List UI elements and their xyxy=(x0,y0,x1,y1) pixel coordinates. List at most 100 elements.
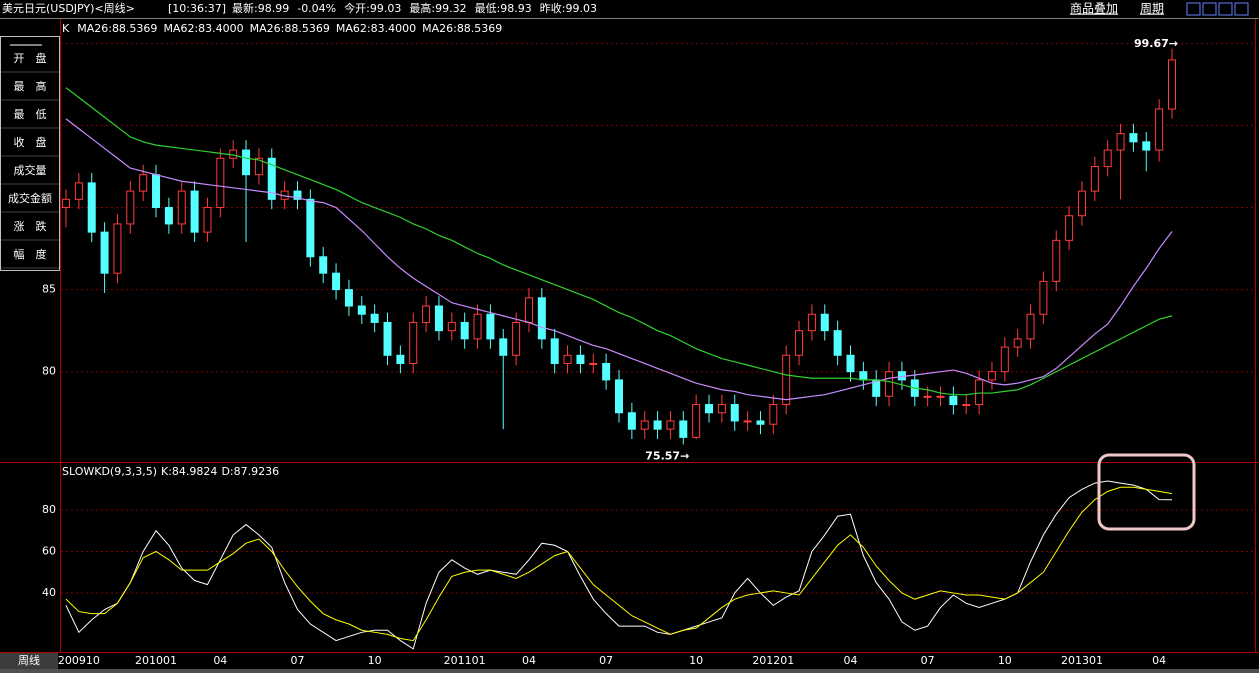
candle-body xyxy=(164,207,173,225)
candle-body xyxy=(203,207,212,233)
x-tick-label: 200910 xyxy=(58,654,100,667)
candle-body xyxy=(1052,239,1061,282)
candle-body xyxy=(833,330,842,356)
candle-body xyxy=(344,289,353,307)
candle-body xyxy=(216,157,225,209)
x-tick-label: 04 xyxy=(1152,654,1166,667)
panel-label: 收 盘 xyxy=(14,135,47,149)
candle-body xyxy=(1168,59,1176,110)
candle-body xyxy=(730,404,739,422)
quote-value: 99.03 xyxy=(370,2,402,15)
y-tick-label: 80 xyxy=(42,503,56,516)
candle-body xyxy=(756,420,765,425)
candle-body xyxy=(62,198,70,209)
candle-body xyxy=(936,395,945,398)
toolbar-link[interactable]: 周期 xyxy=(1140,2,1164,16)
candle-body xyxy=(293,190,302,200)
legend-entry: MA62:83.4000 xyxy=(163,22,243,35)
candle-body xyxy=(422,305,431,323)
candle-body xyxy=(499,338,508,356)
candle-body xyxy=(332,272,341,291)
candle-body xyxy=(524,297,533,323)
panel-label: 开 盘 xyxy=(14,51,47,65)
candle-body xyxy=(615,379,623,414)
indicator-line xyxy=(65,486,1173,642)
x-axis-label: 周线 xyxy=(18,653,40,667)
quote-value: -0.04% xyxy=(297,2,336,15)
candle-body xyxy=(987,371,996,381)
chart-title: K xyxy=(62,22,70,35)
x-tick-label: 04 xyxy=(522,654,536,667)
x-tick-label: 201301 xyxy=(1061,654,1103,667)
candle-body xyxy=(1155,108,1164,151)
panel-label: 成交量 xyxy=(14,163,47,177)
quote-label: 最高: xyxy=(409,1,435,15)
x-tick-label: 201101 xyxy=(444,654,486,667)
candle-body xyxy=(190,190,199,233)
x-tick-label: 10 xyxy=(998,654,1012,667)
panel-label: 涨 跌 xyxy=(14,219,47,233)
x-tick-label: 04 xyxy=(843,654,857,667)
button[interactable] xyxy=(1186,2,1201,16)
indicator-line xyxy=(65,480,1173,650)
candle-body xyxy=(550,338,559,364)
candle-body xyxy=(306,198,315,258)
window-buttons[interactable] xyxy=(1186,2,1249,16)
panel-label: 最 高 xyxy=(14,79,47,93)
candle-body xyxy=(666,420,675,430)
candle-body xyxy=(254,157,263,176)
candle-body xyxy=(1116,133,1125,151)
quote-value: 99.32 xyxy=(435,2,467,15)
legend-entry: MA26:88.5369 xyxy=(77,22,157,35)
candle-body xyxy=(653,420,662,430)
y-tick-label: 80 xyxy=(42,365,56,378)
candle-body xyxy=(537,297,546,340)
candle-body xyxy=(923,395,932,398)
candle-body xyxy=(447,321,456,332)
candle-body xyxy=(1013,338,1022,348)
x-tick-label: 10 xyxy=(368,654,382,667)
candle-body xyxy=(87,182,96,233)
candle-body xyxy=(705,404,714,414)
candle-body xyxy=(602,362,611,381)
candle-body xyxy=(717,404,726,414)
highlight xyxy=(1097,453,1196,531)
title: 美元日元(USDJPY)<周线> xyxy=(2,1,135,15)
x-tick-label: 04 xyxy=(213,654,227,667)
panel-label: 成交金额 xyxy=(8,191,52,205)
x-tick-label: 201201 xyxy=(752,654,794,667)
x-tick-label: 07 xyxy=(290,654,304,667)
y-tick-label: 40 xyxy=(42,586,56,599)
candle-body xyxy=(627,412,636,430)
candle-body xyxy=(1142,141,1151,151)
ma-line xyxy=(65,87,1173,396)
y-tick-label: 60 xyxy=(42,544,56,557)
button[interactable] xyxy=(1218,2,1233,16)
quote-label: 今开: xyxy=(344,1,370,15)
x-tick-label: 07 xyxy=(599,654,613,667)
time: [10:36:37] xyxy=(168,2,226,15)
legend-entry: MA62:83.4000 xyxy=(336,22,416,35)
candle-body xyxy=(885,371,894,397)
candle-body xyxy=(319,256,328,274)
x-tick-label: 10 xyxy=(689,654,703,667)
quote-value: 98.99 xyxy=(258,2,290,15)
candle-body xyxy=(242,149,251,176)
y-tick-label: 85 xyxy=(42,283,56,296)
candle-body xyxy=(679,420,688,438)
candle-body xyxy=(820,313,829,332)
candle-body xyxy=(486,313,495,340)
price-annotation: 99.67→ xyxy=(1134,37,1178,50)
x-tick-label: 07 xyxy=(921,654,935,667)
legend-entry: D:87.9236 xyxy=(221,465,279,478)
button[interactable] xyxy=(1202,2,1217,16)
toolbar-link[interactable]: 商品叠加 xyxy=(1070,1,1118,16)
candle-body xyxy=(267,157,276,200)
candle-body xyxy=(589,362,598,365)
panel-label: 最 低 xyxy=(14,108,47,121)
candle-body xyxy=(126,190,135,225)
candle-body xyxy=(962,404,971,407)
candle-body xyxy=(782,354,791,406)
button[interactable] xyxy=(1234,2,1249,16)
candle-body xyxy=(692,404,701,438)
